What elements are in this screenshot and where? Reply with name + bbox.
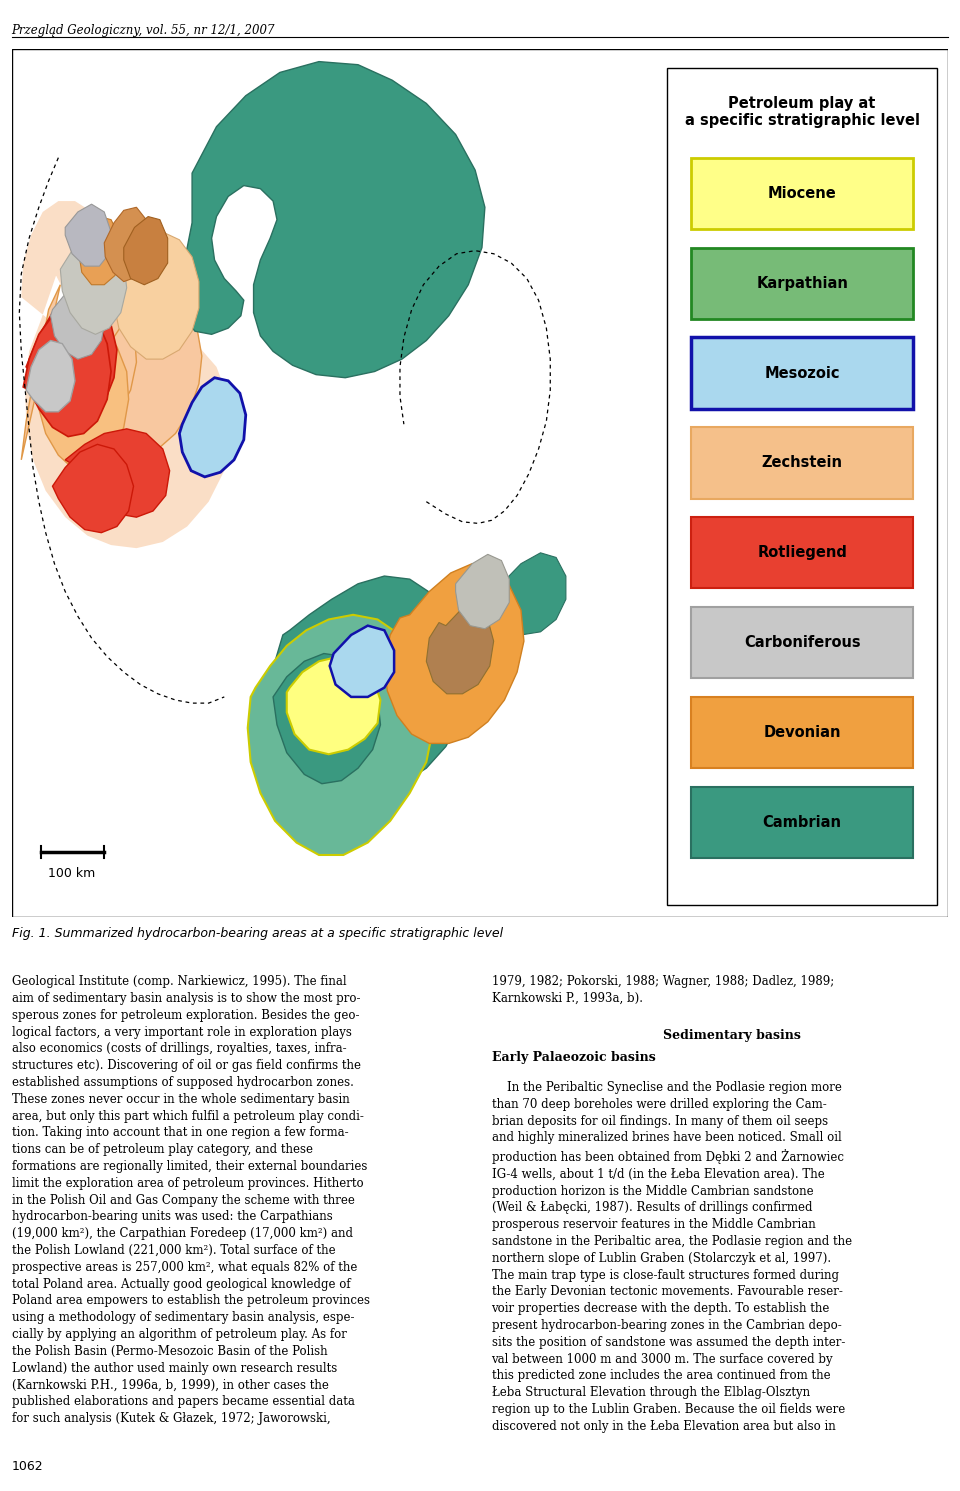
Text: Carboniferous: Carboniferous (744, 635, 860, 650)
Polygon shape (287, 656, 380, 754)
Text: In the Peribaltic Syneclise and the Podlasie region more
than 70 deep boreholes : In the Peribaltic Syneclise and the Podl… (492, 1081, 852, 1433)
Bar (667, 67, 937, 905)
Polygon shape (105, 207, 150, 282)
Bar (691, 607, 913, 678)
Polygon shape (273, 653, 380, 784)
Text: Mesozoic: Mesozoic (764, 365, 840, 380)
Polygon shape (456, 555, 509, 629)
Text: Petroleum play at
a specific stratigraphic level: Petroleum play at a specific stratigraph… (684, 95, 920, 128)
Polygon shape (273, 576, 468, 793)
Polygon shape (384, 564, 524, 744)
Polygon shape (26, 340, 75, 412)
Polygon shape (38, 325, 129, 471)
Text: 1979, 1982; Pokorski, 1988; Wagner, 1988; Dadlez, 1989;
Karnkowski P., 1993a, b): 1979, 1982; Pokorski, 1988; Wagner, 1988… (492, 975, 834, 1005)
Bar (691, 696, 913, 768)
Text: Miocene: Miocene (768, 186, 836, 201)
Polygon shape (65, 429, 170, 517)
Polygon shape (497, 553, 565, 635)
Polygon shape (21, 274, 202, 465)
Polygon shape (23, 307, 111, 437)
Text: Early Palaeozoic basins: Early Palaeozoic basins (492, 1051, 656, 1065)
Polygon shape (114, 233, 199, 359)
Text: 1062: 1062 (12, 1460, 43, 1473)
Polygon shape (426, 607, 493, 693)
Polygon shape (124, 216, 168, 285)
Text: Rotliegend: Rotliegend (757, 546, 847, 561)
Polygon shape (248, 614, 433, 854)
Polygon shape (180, 377, 246, 477)
Text: Przegląd Geologiczny, vol. 55, nr 12/1, 2007: Przegląd Geologiczny, vol. 55, nr 12/1, … (12, 24, 275, 37)
Polygon shape (51, 285, 106, 359)
Polygon shape (53, 444, 133, 532)
Polygon shape (26, 297, 117, 425)
Polygon shape (178, 61, 485, 377)
Text: Cambrian: Cambrian (762, 816, 842, 830)
Bar (691, 787, 913, 859)
Bar (691, 158, 913, 230)
Text: Sedimentary basins: Sedimentary basins (662, 1029, 801, 1042)
Polygon shape (60, 233, 127, 334)
Bar (691, 428, 913, 498)
Text: 100 km: 100 km (48, 868, 96, 880)
Text: Fig. 1. Summarized hydrocarbon-bearing areas at a specific stratigraphic level: Fig. 1. Summarized hydrocarbon-bearing a… (12, 927, 503, 941)
Polygon shape (65, 204, 111, 267)
Polygon shape (329, 626, 395, 696)
Polygon shape (21, 201, 231, 549)
Polygon shape (78, 216, 121, 285)
Bar (691, 337, 913, 409)
Text: Zechstein: Zechstein (761, 455, 843, 471)
Bar (691, 248, 913, 319)
Bar (691, 517, 913, 589)
Text: Karpathian: Karpathian (756, 276, 848, 291)
Text: Geological Institute (comp. Narkiewicz, 1995). The final
aim of sedimentary basi: Geological Institute (comp. Narkiewicz, … (12, 975, 370, 1425)
Text: Devonian: Devonian (763, 725, 841, 740)
